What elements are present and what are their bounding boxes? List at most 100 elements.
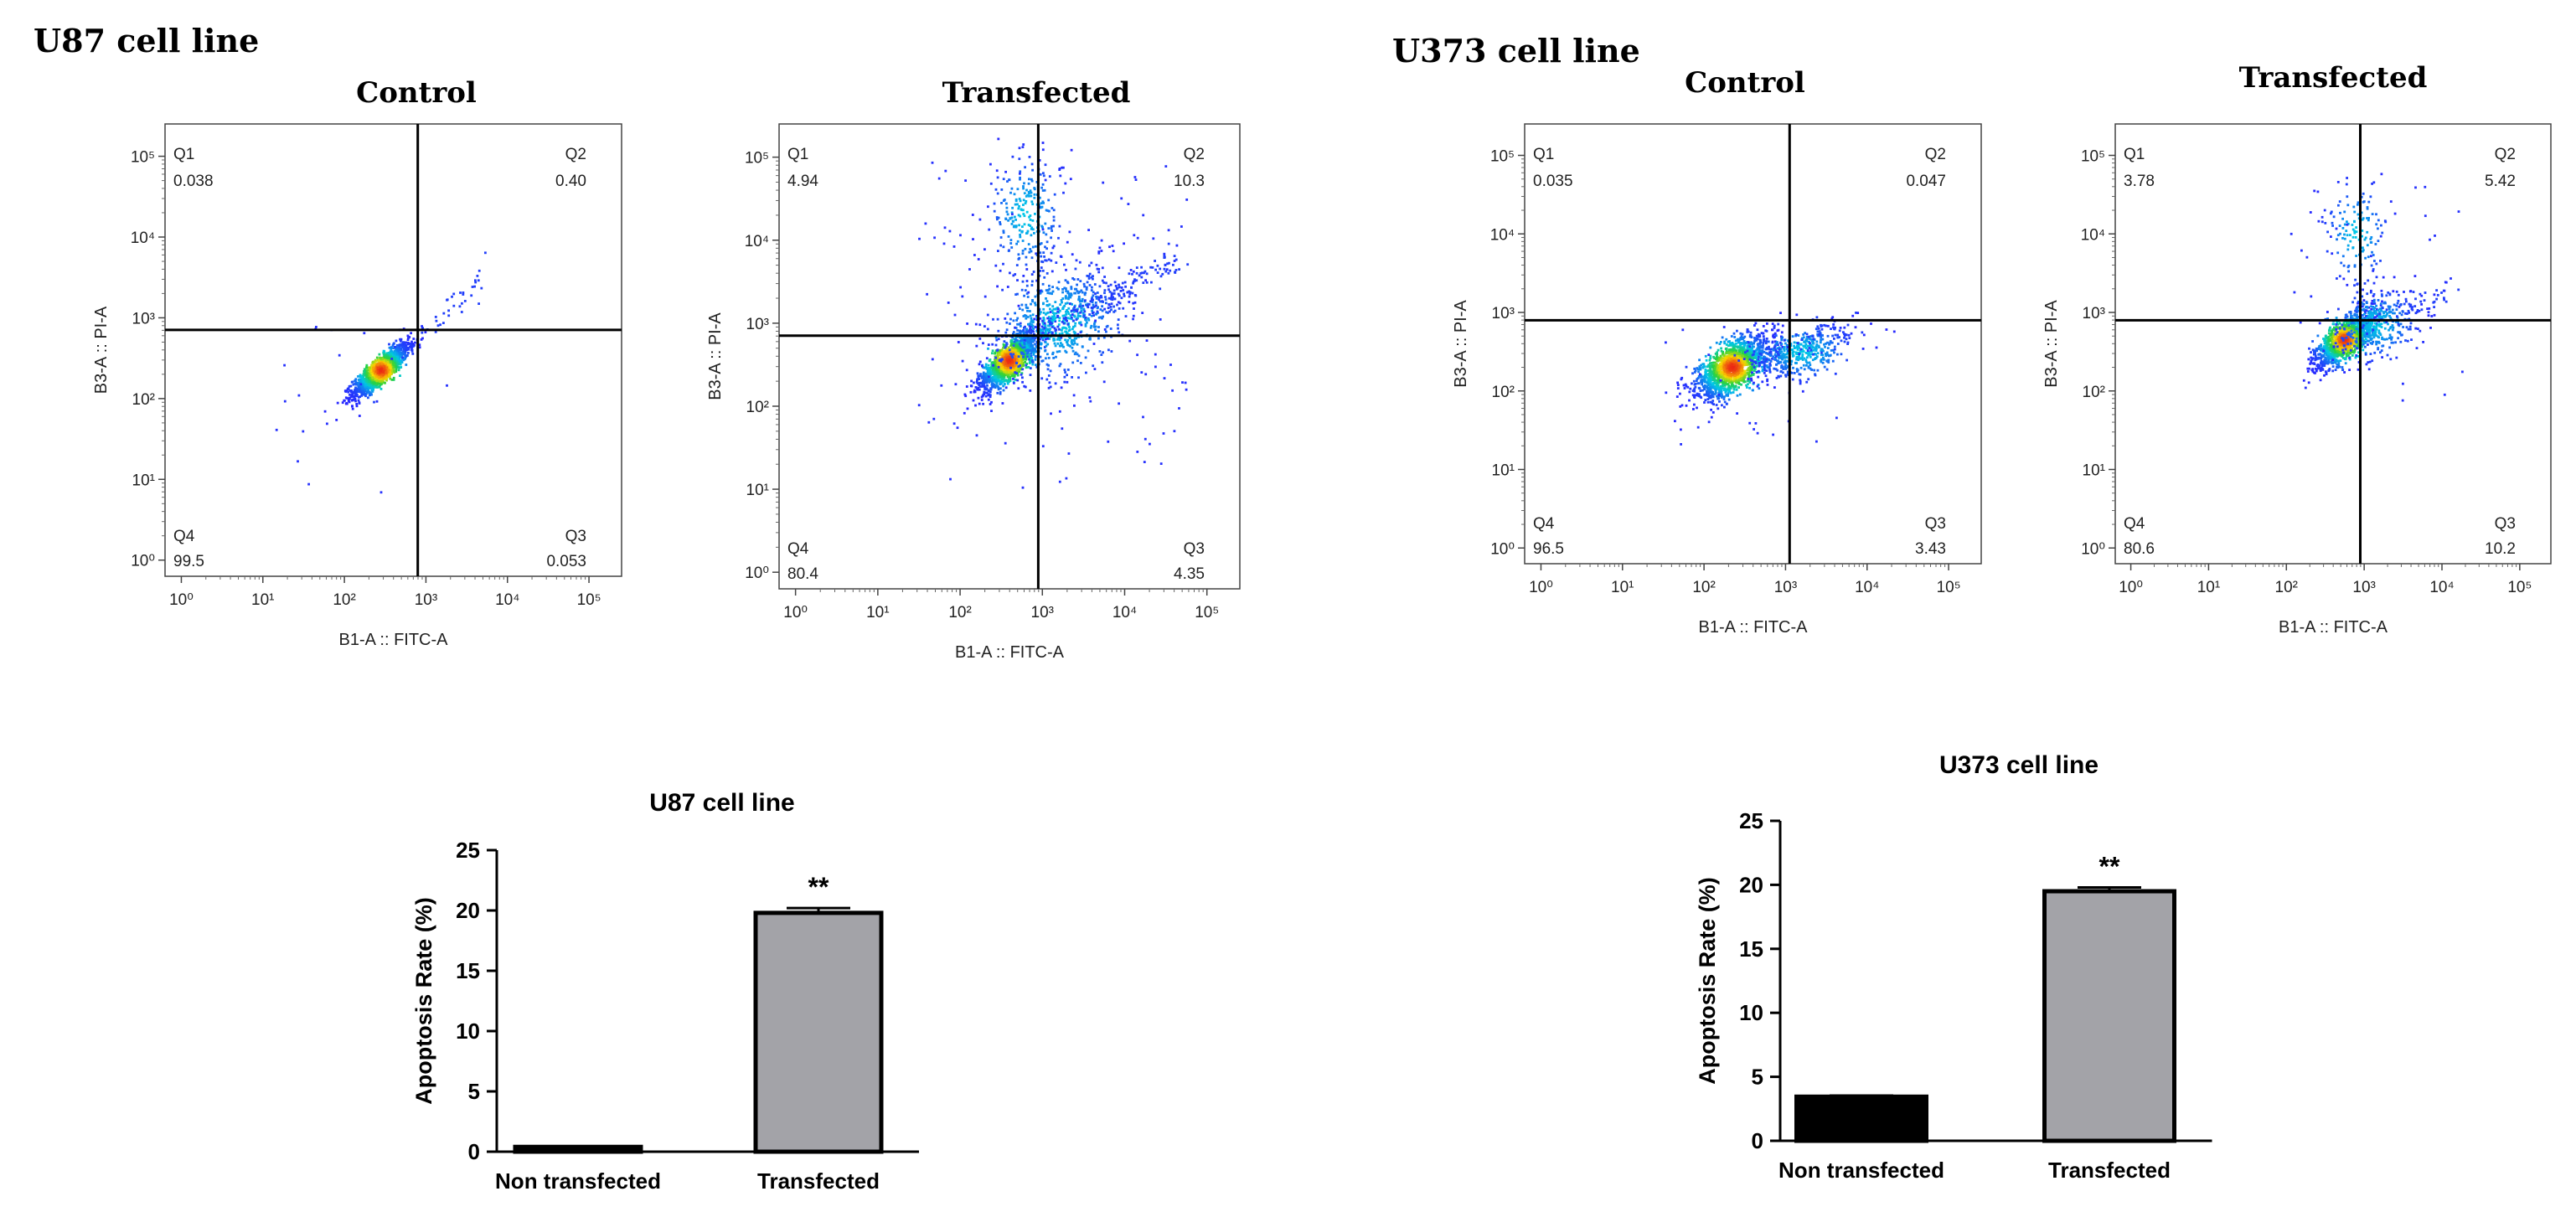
flow-event-dot <box>1097 330 1100 333</box>
flow-event-dot <box>1030 234 1033 236</box>
flow-event-dot <box>991 343 994 346</box>
flow-event-dot <box>1099 285 1102 287</box>
flow-event-dot <box>1123 295 1126 297</box>
flow-event-dot <box>1065 319 1067 322</box>
flow-event-dot <box>1015 362 1018 364</box>
flow-event-dot <box>386 356 389 358</box>
x-tick-label: 10¹ <box>251 591 274 609</box>
flow-event-dot <box>1003 230 1005 232</box>
flow-event-dot <box>981 399 983 401</box>
flow-event-dot <box>1101 300 1103 302</box>
flow-event-dot <box>1045 297 1047 300</box>
flow-event-dot <box>1058 328 1061 331</box>
flow-event-dot <box>1071 310 1073 312</box>
flow-event-dot <box>1001 289 1004 291</box>
flow-event-dot <box>1107 348 1110 351</box>
flow-event-dot <box>993 368 995 370</box>
flow-event-dot <box>1118 331 1120 333</box>
flow-event-dot <box>1042 359 1045 362</box>
flow-event-dot <box>1022 250 1025 252</box>
flow-event-dot <box>459 305 462 307</box>
flow-event-dot <box>1022 143 1025 146</box>
flow-event-dot <box>1015 199 1018 202</box>
flow-event-dot <box>407 352 410 354</box>
flow-event-dot <box>1067 369 1070 371</box>
flow-event-dot <box>1026 280 1029 282</box>
flow-event-dot <box>1028 358 1030 361</box>
flow-event-dot <box>1128 296 1131 298</box>
flow-event-dot <box>1048 357 1051 359</box>
flow-event-dot <box>1082 308 1085 311</box>
flow-event-dot <box>1058 320 1061 322</box>
flow-event-dot <box>390 350 392 353</box>
flow-event-dot <box>1128 340 1131 343</box>
flow-event-dot <box>962 360 964 363</box>
flow-event-dot <box>1107 307 1110 309</box>
flow-event-dot <box>1121 297 1123 299</box>
flow-event-dot <box>1079 280 1082 282</box>
flow-event-dot <box>1115 285 1118 287</box>
flow-event-dot <box>1045 379 1048 381</box>
flow-event-dot <box>1063 322 1066 325</box>
flow-event-dot <box>1116 304 1118 307</box>
flow-event-dot <box>386 361 389 364</box>
flow-event-dot <box>1045 163 1047 166</box>
flow-event-dot <box>372 374 374 376</box>
flow-event-dot <box>1097 291 1099 294</box>
flow-event-dot <box>1090 325 1092 327</box>
flow-event-dot <box>283 364 286 367</box>
flow-event-dot <box>1066 381 1069 384</box>
flow-event-dot <box>1032 313 1035 316</box>
flow-event-dot <box>414 342 416 344</box>
flow-event-dot <box>1025 304 1027 307</box>
flow-event-dot <box>1111 294 1113 297</box>
flow-event-dot <box>1085 319 1087 322</box>
flow-event-dot <box>1114 298 1117 301</box>
flow-event-dot <box>1007 214 1009 216</box>
flow-event-dot <box>1022 281 1025 283</box>
flow-event-dot <box>377 367 379 369</box>
flow-event-dot <box>1027 296 1030 298</box>
flow-event-dot <box>367 396 369 399</box>
flow-event-dot <box>1065 302 1067 305</box>
flow-event-dot <box>1033 187 1035 189</box>
flow-event-dot <box>1030 361 1032 364</box>
flow-event-dot <box>1137 237 1139 240</box>
flow-event-dot <box>996 349 999 352</box>
flow-event-dot <box>1089 273 1092 276</box>
flow-event-dot <box>1043 276 1045 279</box>
flow-event-dot <box>1105 298 1107 301</box>
flow-event-dot <box>1022 487 1025 489</box>
flow-event-dot <box>1008 361 1010 364</box>
flow-event-dot <box>1010 246 1013 249</box>
flow-event-dot <box>366 369 369 372</box>
flow-event-dot <box>1160 462 1163 465</box>
flow-event-dot <box>953 422 956 425</box>
flow-event-dot <box>1014 312 1016 315</box>
flow-event-dot <box>326 423 328 425</box>
flow-event-dot <box>1020 374 1023 376</box>
flow-event-dot <box>1057 288 1060 291</box>
flow-plot-u87-transfected: Transfected10⁰10⁰10¹10¹10²10²10³10³10⁴10… <box>706 76 1240 662</box>
flow-event-dot <box>1032 228 1035 230</box>
flow-event-dot <box>1002 263 1004 266</box>
flow-event-dot <box>462 291 465 294</box>
flow-event-dot <box>1021 368 1024 370</box>
flow-event-dot <box>1025 232 1028 235</box>
x-tick-label: 10² <box>333 591 355 609</box>
flow-event-dot <box>1013 344 1015 347</box>
flow-event-dot <box>366 380 369 383</box>
quadrant-q2-label: Q2 <box>1184 146 1205 163</box>
flow-event-dot <box>1017 365 1020 368</box>
flow-event-dot <box>1066 241 1069 244</box>
flow-event-dot <box>1040 317 1042 320</box>
flow-event-dot <box>1042 172 1045 174</box>
y-axis-label: B3-A :: PI-A <box>706 312 725 400</box>
flow-event-dot <box>348 401 351 404</box>
flow-event-dot <box>1076 359 1079 362</box>
flow-event-dot <box>1069 302 1071 305</box>
flow-event-dot <box>1004 171 1007 173</box>
flow-event-dot <box>1075 268 1077 271</box>
flow-event-dot <box>410 341 413 343</box>
flow-event-dot <box>1030 374 1032 376</box>
